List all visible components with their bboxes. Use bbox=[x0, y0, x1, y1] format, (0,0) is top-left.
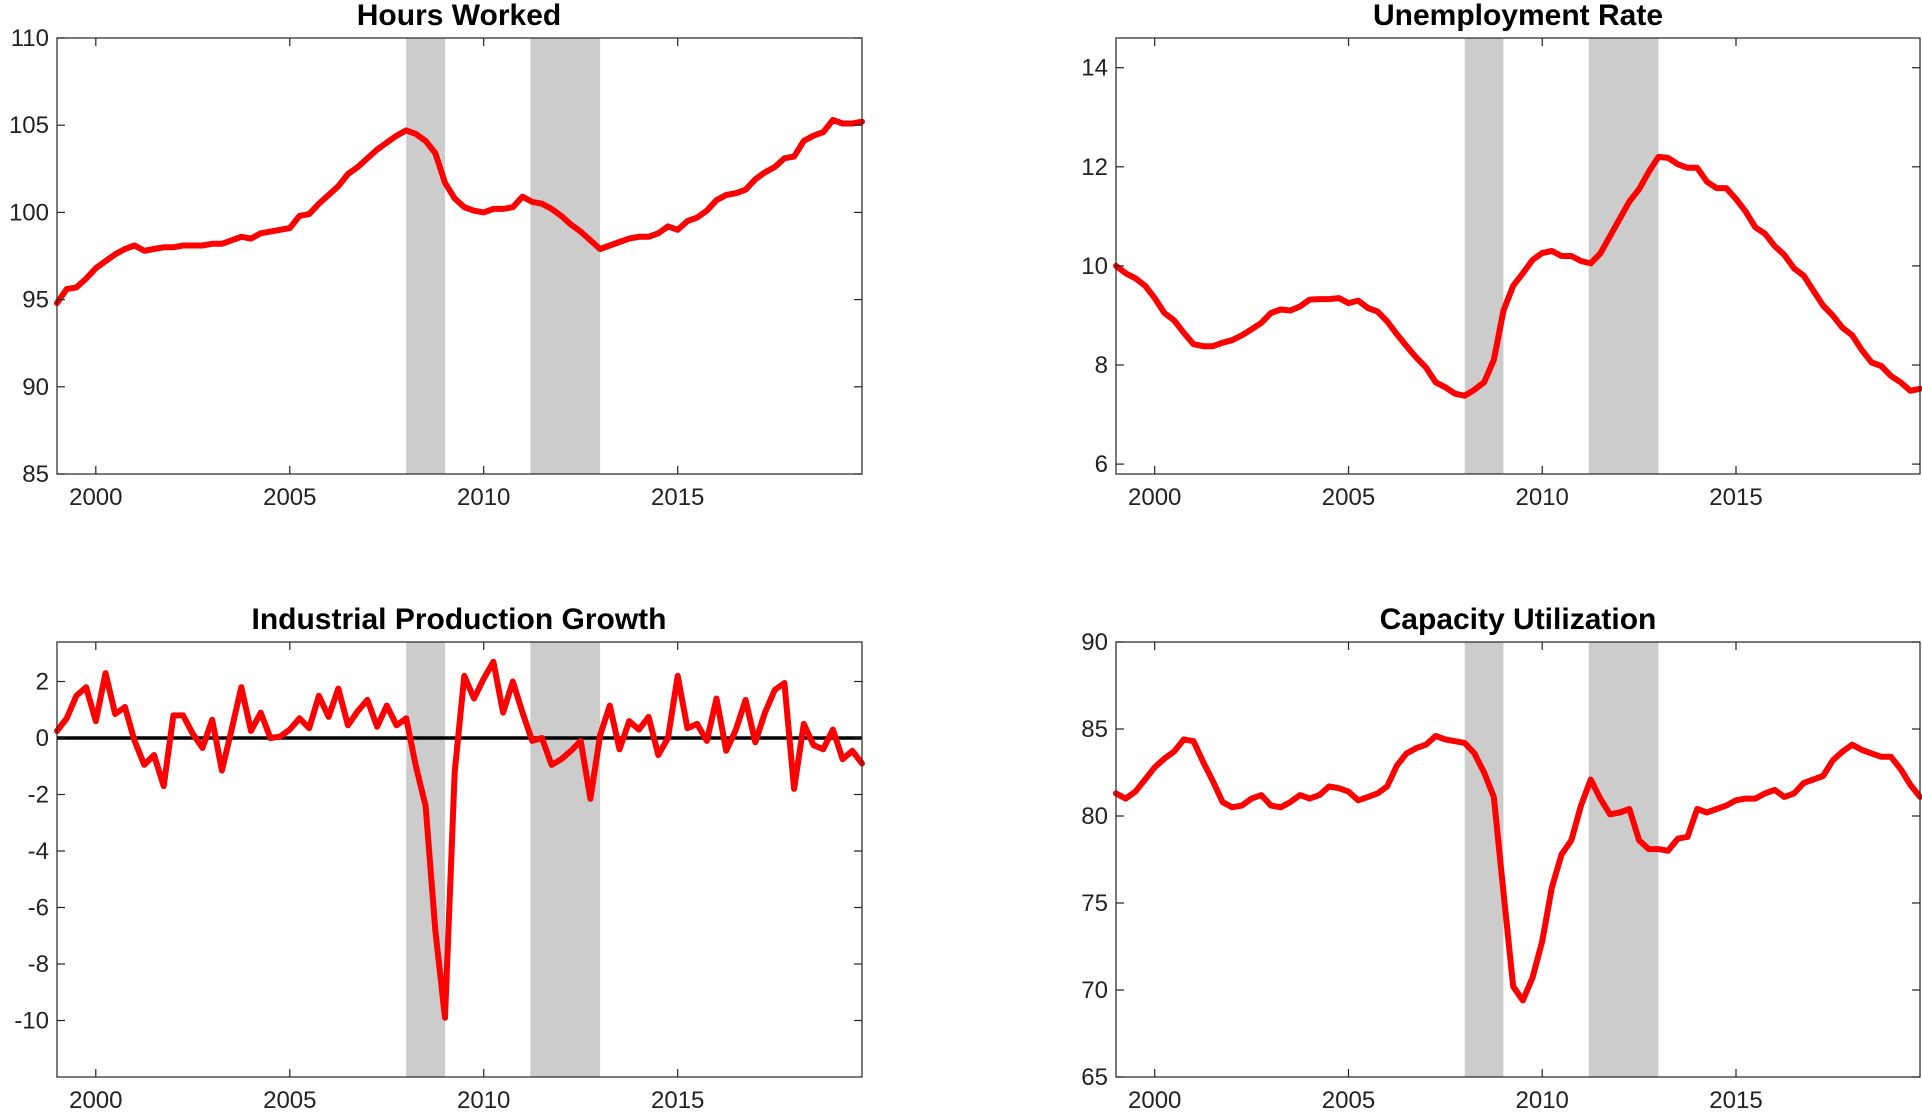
x-tick-label: 2000 bbox=[69, 484, 122, 511]
y-tick-label: 80 bbox=[1081, 803, 1108, 830]
panel-hours-worked: Hours Worked 2000 2005 2010 2015 85 90 95 100 10… bbox=[9, 0, 865, 511]
x-tick-label: 2010 bbox=[1516, 484, 1569, 511]
y-tick-label: -10 bbox=[14, 1008, 49, 1035]
series-line bbox=[1113, 153, 1922, 399]
y-tick-label: -2 bbox=[28, 782, 49, 809]
x-tick-label: 2005 bbox=[263, 1087, 316, 1113]
y-tick-label: 10 bbox=[1081, 253, 1108, 280]
recession-band bbox=[1464, 38, 1504, 474]
x-tick-label: 2005 bbox=[1322, 1087, 1375, 1113]
x-tick-label: 2010 bbox=[457, 1087, 510, 1113]
y-tick-label: 8 bbox=[1095, 352, 1108, 379]
series-line bbox=[54, 658, 865, 1021]
panel-title: Hours Worked bbox=[357, 0, 561, 32]
recession-band bbox=[530, 38, 601, 474]
y-tick-label: 65 bbox=[1081, 1064, 1108, 1091]
y-tick-label: -6 bbox=[28, 895, 49, 922]
y-tick-label: 2 bbox=[36, 669, 49, 696]
x-tick-label: 2000 bbox=[1128, 1087, 1181, 1113]
series-line bbox=[1113, 733, 1922, 1004]
x-tick-label: 2010 bbox=[1516, 1087, 1569, 1113]
panel-title: Unemployment Rate bbox=[1373, 0, 1663, 32]
x-tick-label: 2000 bbox=[1128, 484, 1181, 511]
panel-unemployment-rate: Unemployment Rate 2000 2005 2010 2015 6 8 10 12… bbox=[1081, 0, 1922, 511]
x-tick-label: 2015 bbox=[1709, 1087, 1762, 1113]
x-tick-label: 2005 bbox=[263, 484, 316, 511]
panel-capacity-utilization: Capacity Utilization 2000 2005 2010 2015 65 7… bbox=[1081, 603, 1922, 1113]
y-tick-label: -4 bbox=[28, 838, 49, 865]
axes-box bbox=[1115, 37, 1921, 475]
recession-band bbox=[530, 642, 601, 1077]
axes-box bbox=[1115, 641, 1921, 1078]
y-tick-label: 90 bbox=[1081, 629, 1108, 656]
recession-band bbox=[406, 38, 445, 474]
y-tick-label: 105 bbox=[9, 112, 49, 139]
y-tick-label: 70 bbox=[1081, 977, 1108, 1004]
series-line bbox=[54, 117, 865, 307]
y-tick-label: 85 bbox=[22, 461, 49, 488]
y-tick-label: -8 bbox=[28, 951, 49, 978]
axes-box bbox=[56, 37, 863, 475]
x-tick-label: 2015 bbox=[651, 1087, 704, 1113]
y-tick-label: 75 bbox=[1081, 890, 1108, 917]
y-tick-label: 12 bbox=[1081, 154, 1108, 181]
x-tick-label: 2010 bbox=[457, 484, 510, 511]
recession-band bbox=[1464, 642, 1504, 1077]
y-tick-label: 90 bbox=[22, 374, 49, 401]
x-tick-label: 2015 bbox=[651, 484, 704, 511]
axes-box bbox=[56, 641, 863, 1078]
y-tick-label: 14 bbox=[1081, 55, 1108, 82]
y-tick-label: 110 bbox=[11, 25, 49, 52]
y-tick-label: 95 bbox=[22, 287, 49, 314]
y-tick-label: 100 bbox=[9, 199, 49, 226]
x-tick-label: 2000 bbox=[69, 1087, 122, 1113]
panel-title: Capacity Utilization bbox=[1380, 603, 1657, 636]
y-tick-label: 0 bbox=[36, 725, 49, 752]
panel-industrial-production-growth: Industrial Production Growth 2000 2005 201… bbox=[14, 603, 865, 1113]
x-tick-label: 2005 bbox=[1322, 484, 1375, 511]
recession-band bbox=[406, 642, 445, 1077]
y-tick-label: 85 bbox=[1081, 716, 1108, 743]
x-tick-label: 2015 bbox=[1709, 484, 1762, 511]
y-tick-label: 6 bbox=[1095, 451, 1108, 478]
recession-band bbox=[1588, 642, 1659, 1077]
panel-title: Industrial Production Growth bbox=[252, 603, 667, 636]
